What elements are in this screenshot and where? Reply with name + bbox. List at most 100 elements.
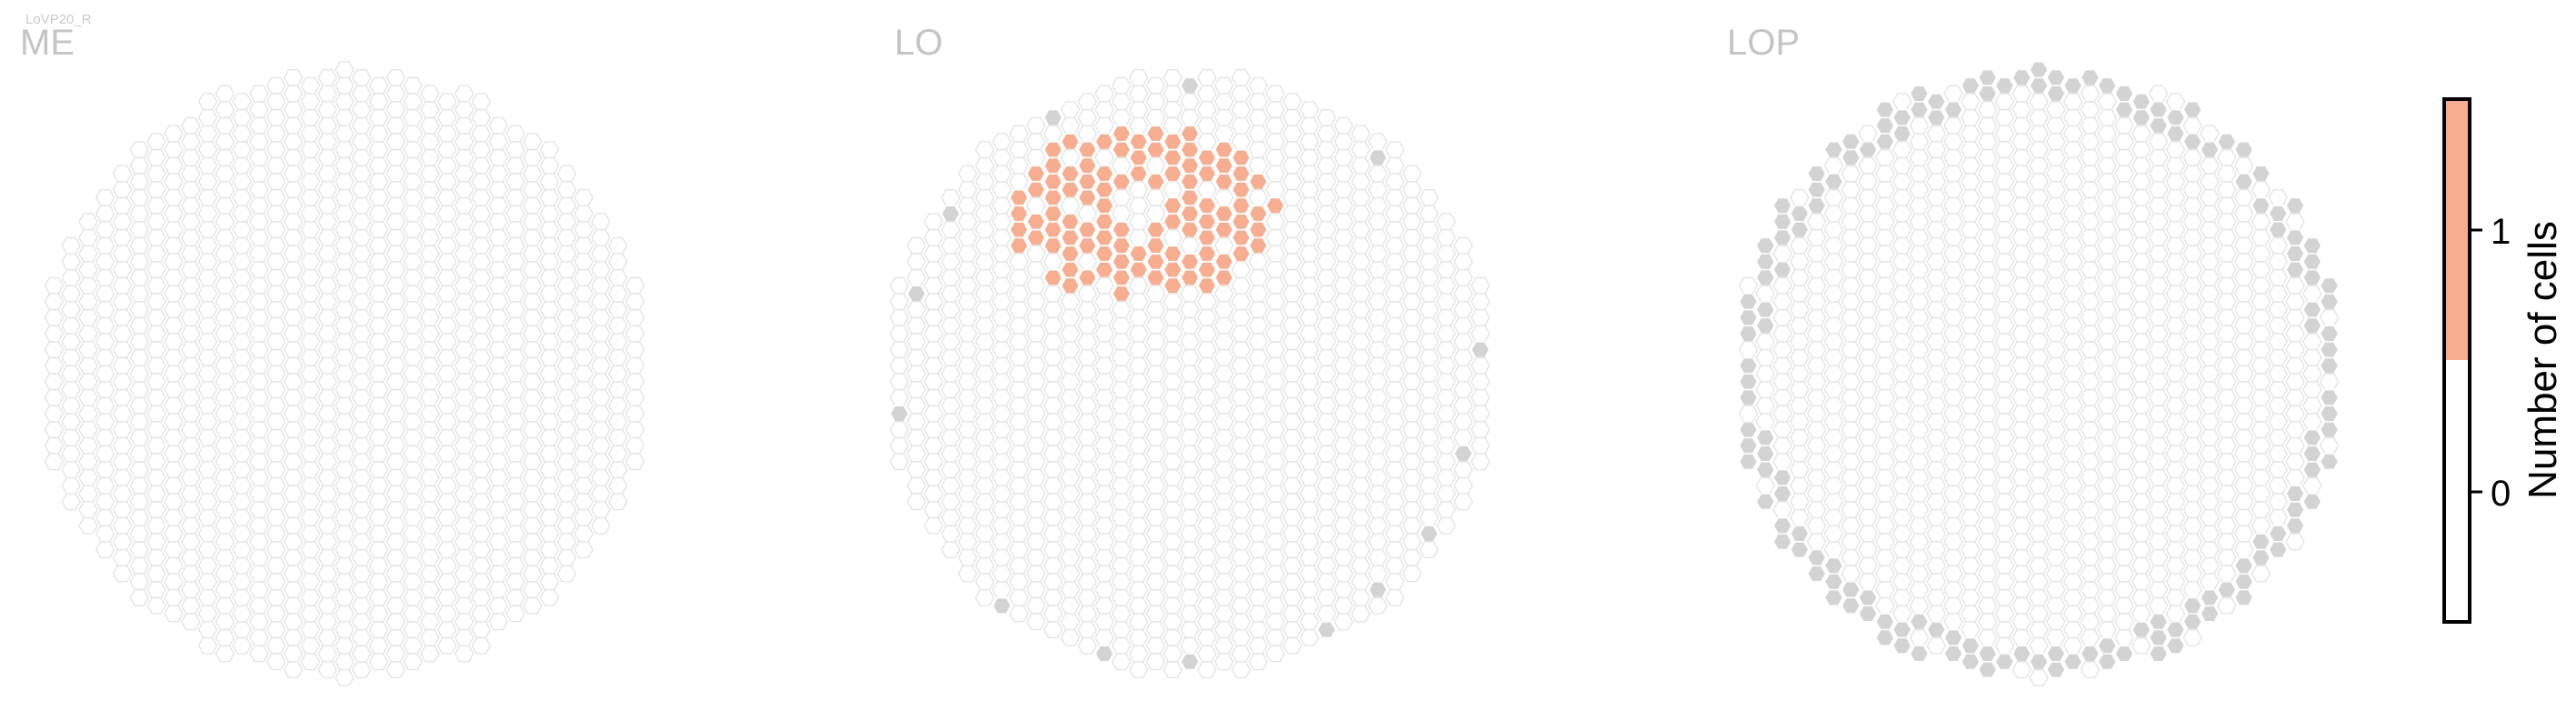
lo-hexagon: [1351, 589, 1371, 606]
lo-hexagon: [992, 276, 1013, 295]
lo-hexagon: [1145, 573, 1166, 591]
lo-hexagon: [1419, 476, 1440, 495]
me-hexagon: [385, 629, 406, 646]
lop-hexagon: [2062, 125, 2083, 143]
me-hexagon: [556, 276, 577, 295]
me-hexagon: [334, 205, 354, 223]
me-hexagon: [539, 349, 560, 366]
lop-hexagon: [2233, 541, 2254, 558]
me-hexagon: [436, 253, 457, 271]
lop-hexagon: [1858, 493, 1878, 511]
lop-hexagon: [1874, 276, 1895, 295]
me-hexagon: [385, 596, 406, 615]
lop-hexagon: [1806, 436, 1827, 455]
lop-hexagon: [2097, 445, 2118, 463]
lop-hexagon: [2131, 509, 2152, 526]
me-hexagon: [454, 133, 474, 151]
lo-hexagon: [1333, 565, 1354, 583]
colorbar-segment-0: [2444, 360, 2470, 622]
lop-hexagon: [1994, 589, 2015, 606]
lop-hexagon: [2097, 365, 2118, 383]
me-hexagon: [385, 341, 406, 358]
lop-hexagon: [2012, 389, 2032, 406]
lo-hexagon: [1060, 276, 1081, 295]
me-hexagon: [488, 116, 509, 135]
me-hexagon: [351, 645, 372, 663]
lop-hexagon: [1960, 156, 1981, 175]
lo-hexagon: [1367, 148, 1388, 166]
lop-hexagon: [2114, 613, 2134, 631]
lop-hexagon: [2131, 221, 2152, 238]
lo-hexagon: [1196, 661, 1217, 678]
lo-hexagon: [1351, 156, 1371, 175]
lo-hexagon: [1384, 525, 1405, 543]
lo-hexagon: [1384, 476, 1405, 495]
lop-hexagon: [1841, 213, 1862, 231]
me-hexagon: [44, 309, 65, 326]
lop-hexagon: [1841, 356, 1862, 375]
lop-hexagon: [1858, 188, 1878, 206]
lo-hexagon: [906, 269, 927, 286]
me-hexagon: [488, 549, 509, 566]
me-hexagon: [78, 453, 98, 471]
lo-hexagon: [1265, 469, 1285, 486]
me-hexagon: [591, 436, 611, 455]
me-hexagon: [403, 461, 424, 478]
lo-hexagon: [1060, 405, 1081, 423]
lop-hexagon: [2319, 293, 2340, 311]
me-hexagon: [95, 188, 115, 206]
lop-hexagon: [1926, 589, 1947, 606]
lo-hexagon: [1265, 325, 1285, 343]
lo-hexagon: [957, 341, 978, 358]
me-hexagon: [591, 501, 611, 518]
me-hexagon: [385, 293, 406, 311]
lop-hexagon: [2216, 533, 2237, 551]
lo-hexagon: [1265, 436, 1285, 455]
lop-hexagon: [1755, 301, 1776, 318]
lo-hexagon: [1248, 205, 1269, 223]
lop-hexagon: [2148, 116, 2169, 135]
lop-hexagon: [1892, 156, 1912, 175]
lop-hexagon: [1994, 236, 2015, 255]
lo-hexagon: [1384, 316, 1405, 335]
lop-hexagon: [2233, 316, 2254, 335]
lo-hexagon: [1384, 589, 1405, 606]
me-hexagon: [505, 445, 525, 463]
lop-hexagon: [1772, 501, 1792, 518]
me-hexagon: [129, 188, 150, 206]
lo-hexagon: [1180, 636, 1200, 655]
lo-hexagon: [1163, 85, 1183, 103]
lop-hexagon: [1994, 333, 2015, 351]
me-hexagon: [403, 396, 424, 415]
lop-hexagon: [2062, 221, 2083, 238]
hexagon-grid-me: [44, 61, 645, 686]
me-hexagon: [368, 541, 389, 558]
me-hexagon: [129, 493, 150, 511]
me-hexagon: [61, 476, 82, 495]
lo-hexagon: [1025, 565, 1046, 583]
me-hexagon: [317, 469, 338, 486]
me-hexagon: [180, 533, 201, 551]
lop-hexagon: [2301, 301, 2322, 318]
lo-hexagon: [957, 453, 978, 471]
lop-hexagon: [2114, 645, 2134, 663]
lop-hexagon: [2251, 245, 2271, 263]
me-hexagon: [317, 613, 338, 631]
lop-hexagon: [2251, 165, 2271, 183]
lop-hexagon: [1841, 196, 1862, 215]
lo-hexagon: [1248, 556, 1269, 575]
me-hexagon: [283, 261, 304, 278]
lop-hexagon: [2062, 141, 2083, 159]
lop-hexagon: [1806, 309, 1827, 326]
lo-hexagon: [1351, 429, 1371, 446]
lop-hexagon: [2319, 436, 2340, 455]
me-hexagon: [283, 565, 304, 583]
me-hexagon: [146, 309, 167, 326]
lo-hexagon: [1043, 156, 1063, 175]
lop-hexagon: [1858, 556, 1878, 575]
lop-hexagon: [1772, 341, 1792, 358]
lop-hexagon: [2131, 173, 2152, 191]
me-hexagon: [334, 221, 354, 238]
lo-hexagon: [1180, 156, 1200, 175]
lo-hexagon: [992, 516, 1013, 535]
